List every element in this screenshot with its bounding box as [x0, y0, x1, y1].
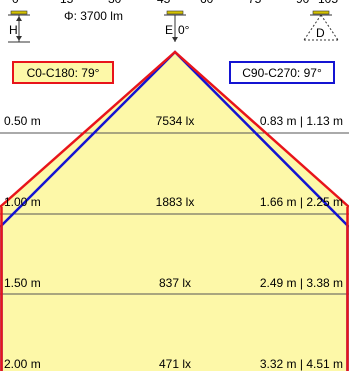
c90-c270-angle-box: C90-C270: 97° — [229, 61, 335, 84]
top-scale: 0 15 30 45 60 75 90 105 — [12, 0, 338, 6]
top-scale-5: 75 — [248, 0, 262, 6]
row-height: 1.00 m — [4, 195, 41, 209]
row-diameters: 0.83 m | 1.13 m — [260, 114, 343, 128]
height-icon-label: H — [9, 23, 18, 37]
row-0: 0.50 m 7534 lx 0.83 m | 1.13 m — [4, 114, 343, 128]
row-height: 0.50 m — [4, 114, 41, 128]
flux-label: Φ: 3700 lm — [64, 9, 123, 23]
row-1: 1.00 m 1883 lx 1.66 m | 2.25 m — [4, 195, 343, 209]
top-scale-7: 105 — [318, 0, 338, 6]
top-scale-1: 15 — [60, 0, 74, 6]
top-scale-3: 45 — [157, 0, 171, 6]
row-lux: 7534 lx — [156, 114, 195, 128]
row-3: 2.00 m 471 lx 3.32 m | 4.51 m — [4, 357, 343, 371]
beam-outline-c0-c180 — [0, 50, 349, 208]
c0-c180-angle-label: C0-C180: 79° — [27, 66, 100, 80]
top-scale-2: 30 — [108, 0, 122, 6]
row-diameters: 2.49 m | 3.38 m — [260, 276, 343, 290]
row-diameters: 3.32 m | 4.51 m — [260, 357, 343, 371]
diameter-icon: D — [303, 10, 339, 41]
top-scale-0: 0 — [12, 0, 19, 6]
c90-c270-angle-label: C90-C270: 97° — [242, 66, 322, 80]
top-scale-6: 90 — [296, 0, 310, 6]
height-grid — [0, 132, 349, 295]
top-scale-4: 60 — [200, 0, 214, 6]
illuminance-icon: E 0° — [164, 10, 190, 42]
row-height: 2.00 m — [4, 357, 41, 371]
row-height: 1.50 m — [4, 276, 41, 290]
height-icon: H — [8, 10, 30, 43]
row-lux: 837 lx — [159, 276, 191, 290]
row-lux: 471 lx — [159, 357, 191, 371]
row-diameters: 1.66 m | 2.25 m — [260, 195, 343, 209]
illuminance-icon-angle: 0° — [178, 23, 190, 37]
row-lux: 1883 lx — [156, 195, 195, 209]
diameter-icon-label: D — [316, 26, 325, 40]
row-2: 1.50 m 837 lx 2.49 m | 3.38 m — [4, 276, 343, 290]
beam-cone-fill — [0, 52, 349, 371]
illuminance-icon-label: E — [165, 23, 173, 37]
c0-c180-angle-box: C0-C180: 79° — [12, 61, 114, 84]
